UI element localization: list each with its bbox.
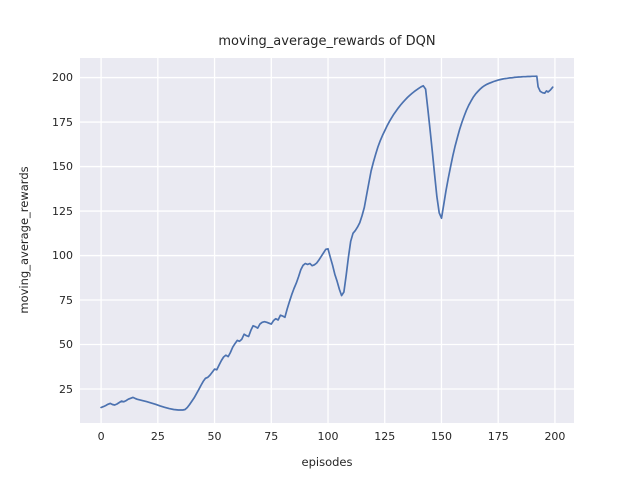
y-tick-label: 50 [59, 338, 73, 352]
x-tick-label: 150 [430, 430, 452, 443]
x-tick-label: 100 [317, 430, 339, 443]
x-tick-label: 175 [487, 430, 509, 443]
y-tick-label: 125 [52, 204, 73, 218]
y-tick-label: 25 [59, 382, 73, 396]
y-tick-label: 100 [52, 249, 73, 263]
chart-title: moving_average_rewards of DQN [218, 34, 436, 49]
x-tick-label: 200 [544, 430, 566, 443]
y-tick-label: 75 [59, 293, 73, 307]
y-tick-label: 150 [52, 160, 73, 174]
x-tick-label: 125 [374, 430, 396, 443]
reward-line-series [100, 75, 554, 411]
axes-background [80, 58, 574, 423]
y-tick-label: 175 [52, 115, 73, 129]
y-tick-label: 200 [52, 71, 73, 85]
x-tick-label: 0 [97, 430, 105, 443]
x-axis-label: episodes [301, 455, 353, 469]
x-tick-label: 25 [150, 430, 165, 443]
x-tick-label: 75 [264, 430, 279, 443]
x-tick-label: 50 [207, 430, 222, 443]
